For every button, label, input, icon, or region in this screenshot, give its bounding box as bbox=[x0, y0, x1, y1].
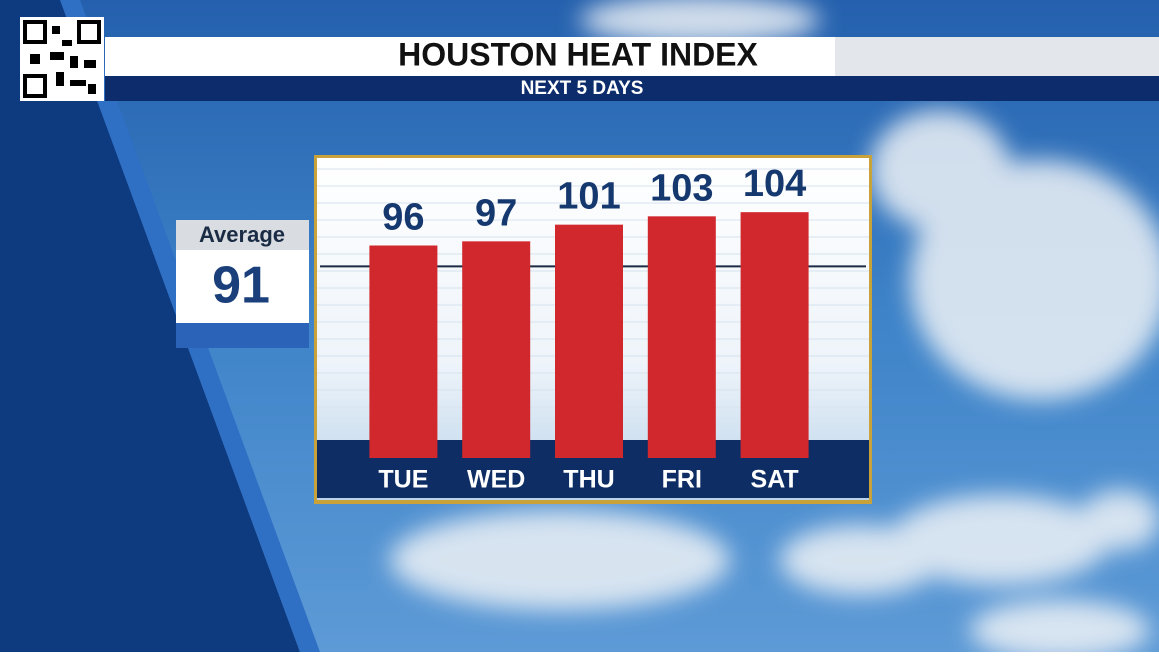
x-tick-label: TUE bbox=[378, 466, 428, 494]
x-tick-label: WED bbox=[467, 466, 525, 494]
x-tick-label: FRI bbox=[662, 466, 702, 494]
average-strip bbox=[176, 323, 309, 348]
average-label-box bbox=[176, 220, 309, 250]
average-label: Average bbox=[199, 222, 285, 247]
average-value: 91 bbox=[212, 257, 270, 315]
average-value-box bbox=[176, 250, 309, 323]
title-bar-end bbox=[835, 37, 1159, 76]
subtitle-bar bbox=[105, 76, 1159, 101]
qr-code bbox=[20, 17, 104, 101]
x-tick-label: SAT bbox=[751, 466, 799, 494]
bar bbox=[647, 216, 716, 458]
value-label: 104 bbox=[743, 163, 806, 205]
value-label: 97 bbox=[475, 192, 517, 234]
value-label: 103 bbox=[650, 167, 713, 209]
chart-title: HOUSTON HEAT INDEX bbox=[398, 36, 758, 72]
value-label: 96 bbox=[382, 197, 424, 239]
bar bbox=[462, 241, 531, 458]
bar bbox=[369, 245, 438, 458]
side-panel bbox=[0, 0, 300, 652]
clouds bbox=[390, 0, 1159, 657]
chart-subtitle: NEXT 5 DAYS bbox=[521, 78, 644, 99]
bar bbox=[740, 212, 809, 458]
bar bbox=[555, 224, 623, 458]
value-label: 101 bbox=[557, 176, 620, 218]
title-bar bbox=[105, 37, 835, 76]
x-tick-label: THU bbox=[563, 466, 614, 494]
